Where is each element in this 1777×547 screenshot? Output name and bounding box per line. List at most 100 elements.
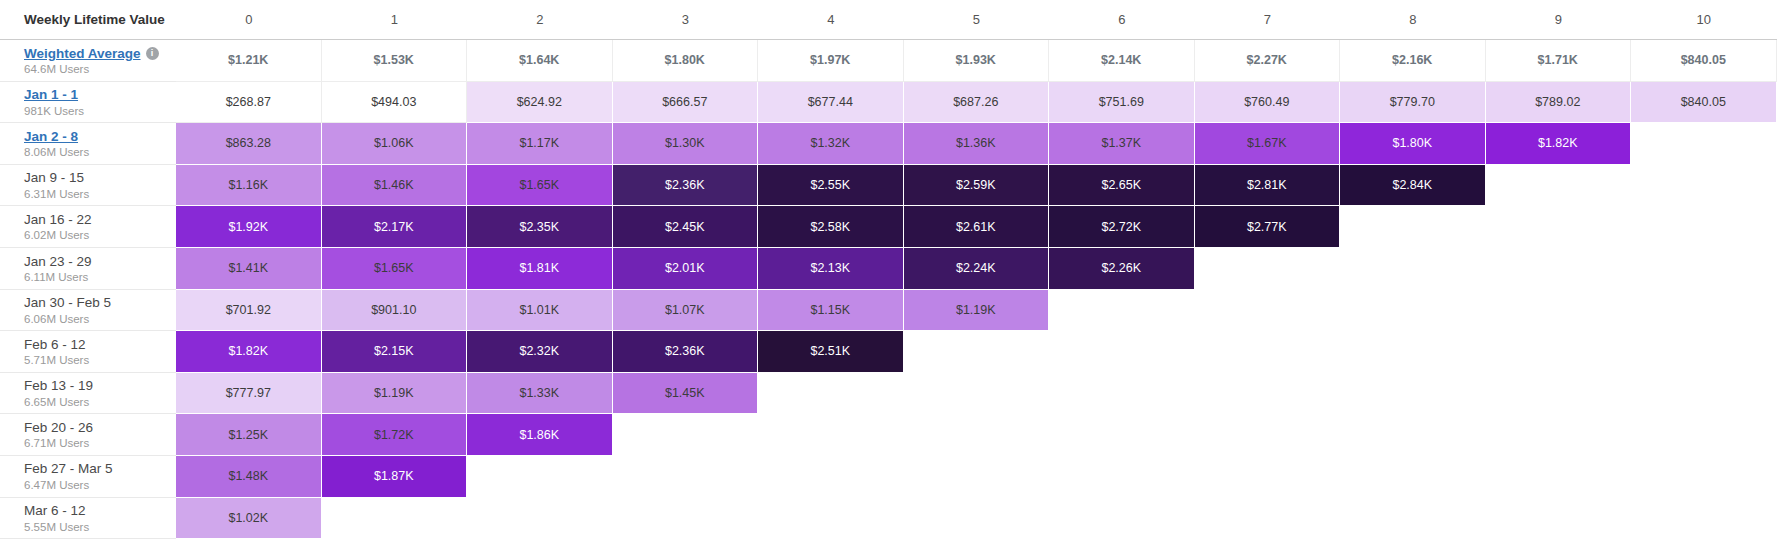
info-circle-icon[interactable]: i: [146, 47, 159, 60]
weighted-average-cell[interactable]: $2.14K: [1049, 40, 1195, 82]
weighted-average-cell[interactable]: $1.93K: [904, 40, 1050, 82]
cohort-users-count: 5.55M Users: [24, 521, 176, 533]
cohort-value-cell[interactable]: $901.10: [322, 290, 468, 332]
column-header-week-8: 8: [1340, 12, 1486, 27]
column-header-week-3: 3: [613, 12, 759, 27]
weighted-average-cell[interactable]: $1.71K: [1486, 40, 1632, 82]
weighted-average-cell[interactable]: $1.21K: [176, 40, 322, 82]
cohort-value-cell[interactable]: $2.77K: [1195, 206, 1341, 248]
cohort-value-cell[interactable]: $1.67K: [1195, 123, 1341, 165]
cohort-users-count: 5.71M Users: [24, 354, 176, 366]
cohort-users-count: 6.06M Users: [24, 313, 176, 325]
cohort-value-cell[interactable]: $2.26K: [1049, 248, 1195, 290]
cohort-value-cell[interactable]: $1.30K: [613, 123, 759, 165]
cohort-value-cell[interactable]: $1.65K: [322, 248, 468, 290]
cohort-value-cell[interactable]: $2.15K: [322, 331, 468, 373]
cohort-value-cell[interactable]: $2.61K: [904, 206, 1050, 248]
cohort-value-cell[interactable]: $751.69: [1049, 82, 1195, 124]
cohort-value-cell[interactable]: $687.26: [904, 82, 1050, 124]
cohort-value-cell[interactable]: $1.32K: [758, 123, 904, 165]
weighted-average-cell[interactable]: $1.97K: [758, 40, 904, 82]
cohort-label[interactable]: Weighted Average: [24, 46, 141, 62]
row-label-cell: Jan 23 - 296.11M Users: [0, 248, 176, 290]
cohort-value-cell[interactable]: $1.81K: [467, 248, 613, 290]
cohort-value-cell[interactable]: $2.24K: [904, 248, 1050, 290]
weighted-average-cell[interactable]: $1.64K: [467, 40, 613, 82]
cohort-value-cell[interactable]: $2.01K: [613, 248, 759, 290]
column-header-week-0: 0: [176, 12, 322, 27]
cohort-value-cell[interactable]: $2.35K: [467, 206, 613, 248]
cohort-value-cell[interactable]: $760.49: [1195, 82, 1341, 124]
cohort-label[interactable]: Jan 1 - 1: [24, 87, 78, 103]
cohort-value-cell[interactable]: $1.36K: [904, 123, 1050, 165]
weighted-average-cell[interactable]: $840.05: [1631, 40, 1777, 82]
cohort-value-cell[interactable]: $2.84K: [1340, 165, 1486, 207]
column-headers: 012345678910: [176, 12, 1777, 27]
cohort-value-cell[interactable]: $2.17K: [322, 206, 468, 248]
weighted-average-cell[interactable]: $1.53K: [322, 40, 468, 82]
cohort-value-cell[interactable]: $2.45K: [613, 206, 759, 248]
cohort-value-cell[interactable]: $1.46K: [322, 165, 468, 207]
row-label-cell: Feb 13 - 196.65M Users: [0, 373, 176, 415]
cohort-value-cell[interactable]: $2.32K: [467, 331, 613, 373]
cohort-value-cell[interactable]: $2.55K: [758, 165, 904, 207]
cohort-value-cell[interactable]: $1.48K: [176, 456, 322, 498]
cohort-value-cell[interactable]: $1.19K: [322, 373, 468, 415]
cohort-value-cell[interactable]: $1.37K: [1049, 123, 1195, 165]
cohort-value-cell[interactable]: $1.07K: [613, 290, 759, 332]
cohort-value-cell[interactable]: $1.80K: [1340, 123, 1486, 165]
cohort-value-cell[interactable]: $779.70: [1340, 82, 1486, 124]
weighted-average-cell[interactable]: $1.80K: [613, 40, 759, 82]
cohort-value-cell[interactable]: $2.51K: [758, 331, 904, 373]
cohort-value-cell[interactable]: $2.81K: [1195, 165, 1341, 207]
cohort-value-cell[interactable]: $1.65K: [467, 165, 613, 207]
cohort-value-cell[interactable]: $701.92: [176, 290, 322, 332]
cohort-value-cell[interactable]: $1.45K: [613, 373, 759, 415]
cohort-value-cell[interactable]: $1.72K: [322, 414, 468, 456]
cohort-label[interactable]: Jan 2 - 8: [24, 129, 78, 145]
weighted-average-cell[interactable]: $2.27K: [1195, 40, 1341, 82]
cohort-value-cell[interactable]: $1.19K: [904, 290, 1050, 332]
cohort-value-cell[interactable]: $1.15K: [758, 290, 904, 332]
row-label-cell: Jan 16 - 226.02M Users: [0, 206, 176, 248]
cohort-value-cell[interactable]: $1.06K: [322, 123, 468, 165]
cohort-value-cell[interactable]: $1.02K: [176, 498, 322, 540]
cohort-value-cell[interactable]: $2.59K: [904, 165, 1050, 207]
cohort-label: Jan 30 - Feb 5: [24, 295, 111, 311]
cohort-value-cell[interactable]: $2.13K: [758, 248, 904, 290]
cohort-value-cell[interactable]: $2.72K: [1049, 206, 1195, 248]
weighted-average-row: Weighted Averagei64.6M Users$1.21K$1.53K…: [0, 40, 1777, 82]
cohort-value-cell[interactable]: $666.57: [613, 82, 759, 124]
cohort-value-cell[interactable]: $1.86K: [467, 414, 613, 456]
cohort-value-cell[interactable]: $494.03: [322, 82, 468, 124]
cohort-value-cell[interactable]: $840.05: [1631, 82, 1777, 124]
cohort-value-cell[interactable]: $863.28: [176, 123, 322, 165]
cohort-value-cell[interactable]: $2.36K: [613, 165, 759, 207]
cohort-value-cell[interactable]: $1.01K: [467, 290, 613, 332]
cohort-value-cell[interactable]: $777.97: [176, 373, 322, 415]
cohort-value-cell[interactable]: $1.41K: [176, 248, 322, 290]
cohort-value-cell[interactable]: $1.33K: [467, 373, 613, 415]
cohort-row: Jan 9 - 156.31M Users$1.16K$1.46K$1.65K$…: [0, 165, 1777, 207]
cohort-value-cell[interactable]: $1.25K: [176, 414, 322, 456]
cohort-value-cell[interactable]: $2.36K: [613, 331, 759, 373]
cohort-row: Feb 6 - 125.71M Users$1.82K$2.15K$2.32K$…: [0, 331, 1777, 373]
cohort-value-cell[interactable]: $2.58K: [758, 206, 904, 248]
cohort-value-cell[interactable]: $1.17K: [467, 123, 613, 165]
cohort-row: Jan 2 - 88.06M Users$863.28$1.06K$1.17K$…: [0, 123, 1777, 165]
cohort-value-cell[interactable]: $624.92: [467, 82, 613, 124]
cohort-value-cell[interactable]: $2.65K: [1049, 165, 1195, 207]
cohort-value-cell[interactable]: $789.02: [1486, 82, 1632, 124]
cohort-label: Mar 6 - 12: [24, 503, 86, 519]
cohort-value-cell[interactable]: $1.16K: [176, 165, 322, 207]
cohort-value-cell[interactable]: $1.92K: [176, 206, 322, 248]
column-header-week-1: 1: [322, 12, 468, 27]
weighted-average-cell[interactable]: $2.16K: [1340, 40, 1486, 82]
cohort-value-cell[interactable]: $1.87K: [322, 456, 468, 498]
cohort-value-cell[interactable]: $268.87: [176, 82, 322, 124]
cohort-row: Jan 16 - 226.02M Users$1.92K$2.17K$2.35K…: [0, 206, 1777, 248]
cohort-value-cell[interactable]: $1.82K: [1486, 123, 1632, 165]
cohort-value-cell[interactable]: $677.44: [758, 82, 904, 124]
column-header-week-5: 5: [904, 12, 1050, 27]
cohort-value-cell[interactable]: $1.82K: [176, 331, 322, 373]
